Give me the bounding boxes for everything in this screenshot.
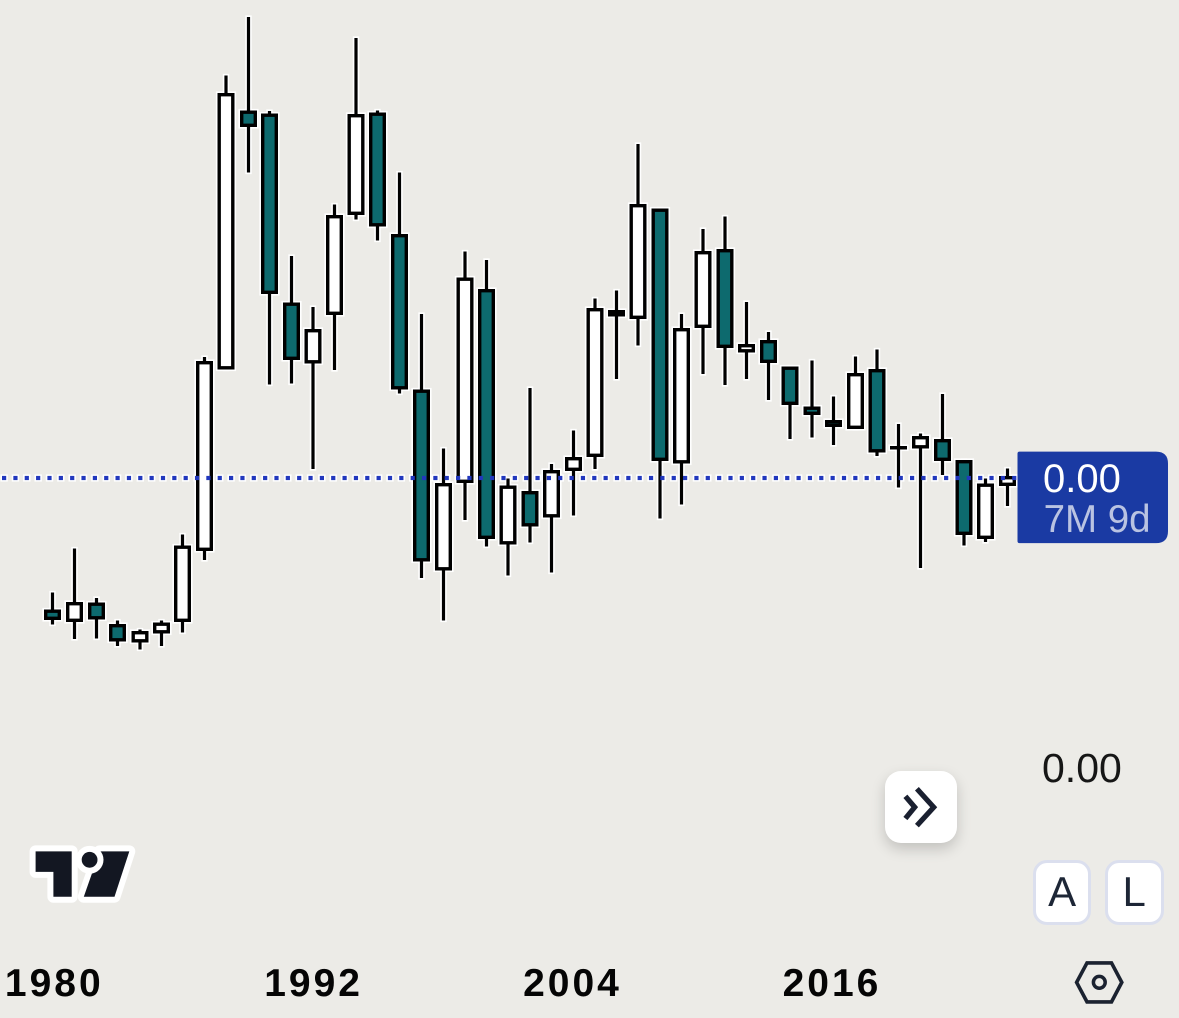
svg-text:7M 9d: 7M 9d	[1044, 498, 1151, 541]
svg-text:1992: 1992	[264, 962, 363, 1005]
svg-text:0.00: 0.00	[1043, 457, 1121, 501]
svg-text:2004: 2004	[523, 962, 622, 1005]
svg-text:2016: 2016	[783, 962, 882, 1005]
svg-text:1980: 1980	[5, 962, 104, 1005]
svg-text:0.00: 0.00	[1042, 745, 1122, 791]
